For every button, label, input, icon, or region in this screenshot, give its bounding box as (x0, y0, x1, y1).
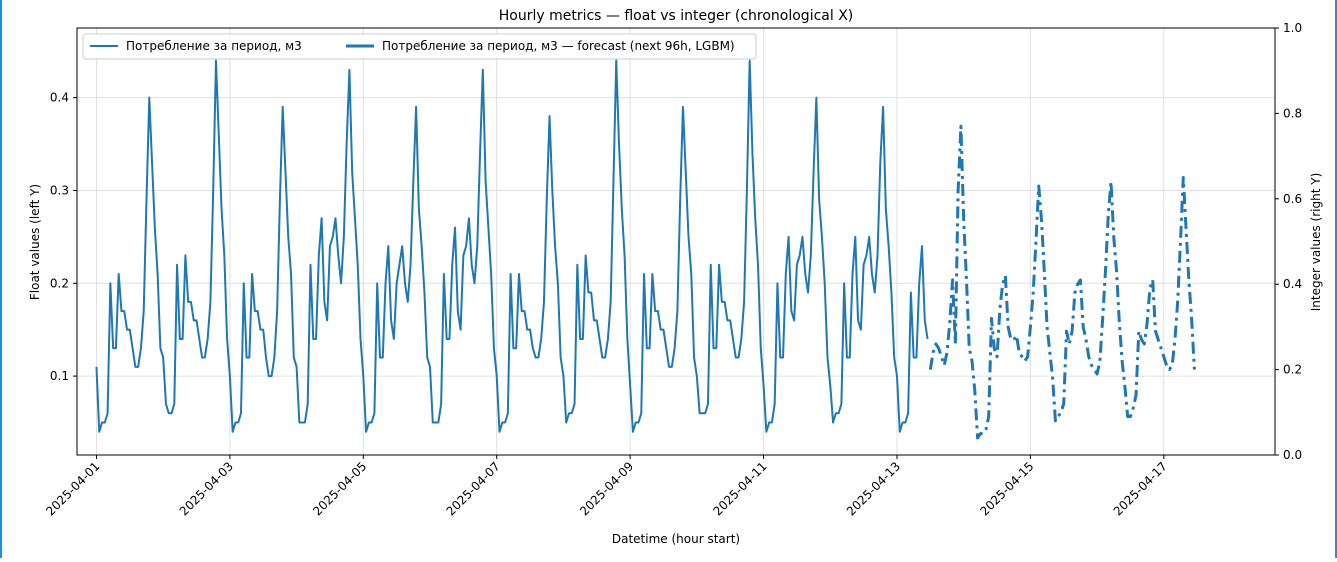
y2-tick-label: 0.8 (1283, 106, 1302, 120)
legend-label-forecast: Потребление за период, м3 — forecast (ne… (382, 39, 735, 53)
right-window-edge (1335, 0, 1337, 558)
left-y-axis-label: Float values (left Y) (28, 184, 42, 300)
legend-label-actual: Потребление за период, м3 (126, 39, 302, 53)
y2-tick-label: 0.4 (1283, 277, 1302, 291)
right-axis-ticks: 0.0 0.2 0.4 0.6 0.8 1.0 (1275, 21, 1302, 462)
plot-area-frame (76, 27, 1276, 456)
series-layer (95, 59, 1196, 440)
left-axis-ticks: 0.1 0.2 0.3 0.4 (50, 91, 77, 383)
y-tick-label: 0.2 (50, 276, 69, 290)
legend-box (82, 33, 757, 60)
x-axis-label: Datetime (hour start) (612, 532, 740, 546)
y-tick-label: 0.4 (50, 91, 69, 105)
left-window-edge (0, 0, 2, 558)
right-y-axis-label: Integer values (right Y) (1309, 173, 1323, 312)
series-line-forecast (928, 124, 1196, 440)
series-line-actual (95, 59, 929, 433)
y-tick-label: 0.3 (50, 183, 69, 197)
legend: Потребление за период, м3 Потребление за… (82, 33, 757, 60)
y2-tick-label: 0.2 (1283, 363, 1302, 377)
y2-tick-label: 0.6 (1283, 192, 1302, 206)
y2-tick-label: 1.0 (1283, 21, 1302, 35)
y-tick-label: 0.1 (50, 369, 69, 383)
y2-tick-label: 0.0 (1283, 448, 1302, 462)
chart-title: Hourly metrics — float vs integer (chron… (499, 8, 854, 24)
